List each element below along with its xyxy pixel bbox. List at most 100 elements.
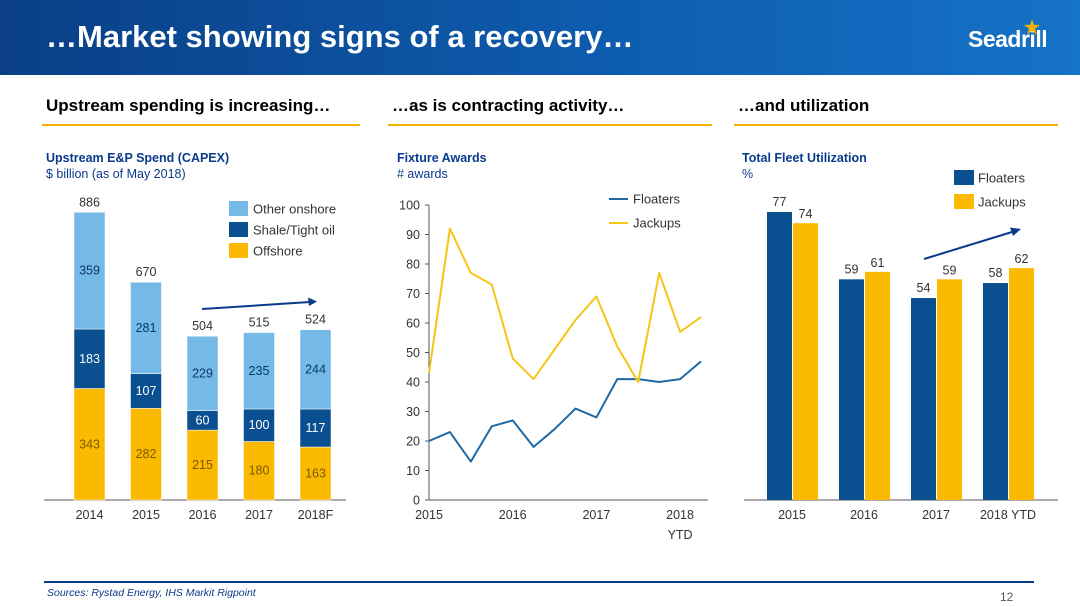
data-label: 58 [989,266,1003,280]
y-tick-label: 60 [406,317,420,331]
capex-chart-title: Upstream E&P Spend (CAPEX) [46,151,230,165]
y-tick-label: 0 [413,494,420,508]
legend-label: Other onshore [253,202,336,217]
bar-segment [299,446,332,501]
section-heading-contracting: …as is contracting activity… [392,96,625,115]
legend-swatch [954,170,974,185]
data-label: 183 [79,352,100,366]
data-label: 100 [249,418,270,432]
bar [983,283,1008,500]
y-tick-label: 100 [399,199,420,213]
bar-segment [130,281,162,374]
y-tick-label: 80 [406,258,420,272]
x-tick-label: 2017 [922,508,950,522]
y-tick-label: 90 [406,228,420,242]
bar-segment [73,328,106,389]
x-tick-label: 2015 [778,508,806,522]
y-tick-label: 70 [406,287,420,301]
section-heading-utilization: …and utilization [738,96,870,115]
bar [767,212,792,500]
x-tick-label: 2018 YTD [980,508,1036,522]
data-label: 107 [136,384,157,398]
trend-arrow-head [308,297,317,306]
data-label: 229 [192,366,213,380]
bar-segment [73,212,106,330]
data-label: 59 [845,262,859,276]
bar [839,279,864,500]
x-tick-label: 2016 [499,508,527,522]
total-label: 504 [192,319,213,333]
data-label: 74 [799,207,813,221]
x-tick-label: 2016 [189,508,217,522]
data-label: 359 [79,264,100,278]
bar [793,223,818,501]
total-label: 524 [305,313,326,327]
section-divider [42,124,360,126]
y-tick-label: 20 [406,435,420,449]
bar-segment [299,329,332,410]
bar-segment [243,441,275,501]
x-tick-label: 2017 [245,508,273,522]
trend-arrow-line [923,231,1013,260]
bar [865,271,890,500]
utilization-chart-title: Total Fleet Utilization [742,151,867,165]
bar [1009,268,1034,500]
data-label: 59 [943,263,957,277]
x-tick-label: 2017 [582,508,610,522]
data-label: 77 [773,195,787,209]
x-tick-label: 2014 [76,508,104,522]
capex-chart-subtitle: $ billion (as of May 2018) [46,167,186,181]
data-label: 244 [305,362,326,376]
legend-label: Jackups [633,216,681,231]
series-line [428,227,702,383]
header-banner: …Market showing signs of a recovery… Sea… [0,0,1080,75]
data-label: 61 [871,256,885,270]
data-label: 343 [79,437,100,451]
x-tick-label: 2015 [132,508,160,522]
total-label: 515 [249,316,270,330]
bar [937,279,962,500]
x-tick-label: 2018 [666,508,694,522]
legend-label: Floaters [633,192,680,207]
page-title: …Market showing signs of a recovery… [46,19,634,54]
footer-divider [44,581,1034,583]
data-label: 215 [192,458,213,472]
total-label: 886 [79,195,100,209]
bar-segment [243,332,275,410]
fixture-chart-subtitle: # awards [397,167,448,181]
legend-swatch [229,201,248,216]
data-label: 282 [136,447,157,461]
bar-segment [299,408,332,448]
legend-label: Offshore [253,244,303,259]
data-label: 235 [249,364,270,378]
x-tick-label: YTD [668,528,693,542]
bar-segment [243,408,275,442]
data-label: 54 [917,281,931,295]
fixture-chart-title: Fixture Awards [397,151,487,165]
legend-label: Floaters [978,171,1025,186]
data-label: 117 [306,421,326,435]
utilization-chart-subtitle: % [742,167,754,181]
x-tick-label: 2018F [298,508,334,522]
legend-swatch [229,222,248,237]
section-heading-spending: Upstream spending is increasing… [46,96,331,115]
trend-arrow-line [201,301,311,310]
data-label: 60 [196,413,210,427]
legend-label: Jackups [978,195,1026,210]
data-label: 281 [136,321,157,335]
page-number: 12 [1000,590,1014,604]
section-divider [388,124,712,126]
y-tick-label: 40 [406,376,420,390]
data-label: 180 [249,464,270,478]
y-tick-label: 50 [406,346,420,360]
data-label: 62 [1015,252,1029,266]
section-divider [734,124,1058,126]
x-tick-label: 2015 [415,508,443,522]
y-tick-label: 30 [406,405,420,419]
legend-swatch [954,194,974,209]
data-label: 163 [305,467,326,481]
source-note: Sources: Rystad Energy, IHS Markit Rigpo… [47,587,256,599]
